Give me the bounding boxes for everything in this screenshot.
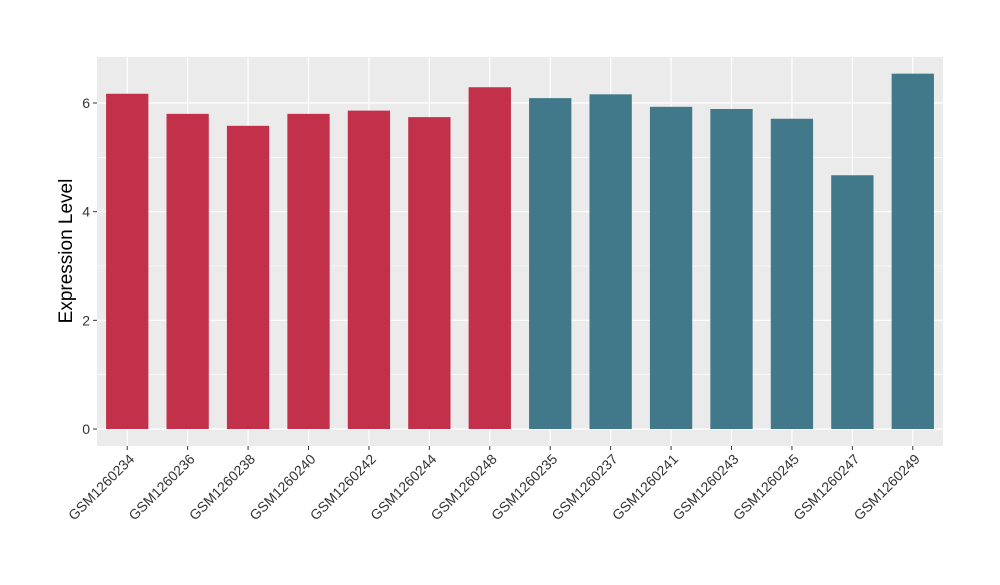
- bar-GSM1260240: [287, 113, 330, 429]
- y-tick-label: 4: [82, 204, 90, 220]
- y-tick-label: 0: [82, 421, 90, 437]
- plot-panel: [97, 57, 943, 446]
- bar-GSM1260248: [468, 87, 511, 429]
- x-axis: GSM1260234GSM1260236GSM1260238GSM1260240…: [65, 446, 923, 523]
- y-tick-label: 2: [82, 312, 90, 328]
- y-tick-label: 6: [82, 95, 90, 111]
- y-axis-label: Expression Level: [56, 179, 77, 324]
- bar-GSM1260241: [649, 106, 693, 429]
- bar-GSM1260234: [106, 93, 149, 429]
- bar-GSM1260236: [166, 113, 209, 429]
- bar-GSM1260247: [831, 175, 874, 429]
- bar-GSM1260238: [226, 125, 270, 429]
- bar-GSM1260242: [347, 110, 391, 430]
- bar-GSM1260235: [529, 98, 572, 430]
- bar-GSM1260249: [891, 73, 934, 429]
- bars: [106, 73, 934, 430]
- bar-GSM1260244: [408, 117, 451, 430]
- bar-GSM1260245: [770, 118, 814, 430]
- y-axis: 0 2 4 6: [82, 95, 97, 437]
- bar-GSM1260237: [589, 94, 632, 429]
- bar-GSM1260243: [710, 108, 753, 429]
